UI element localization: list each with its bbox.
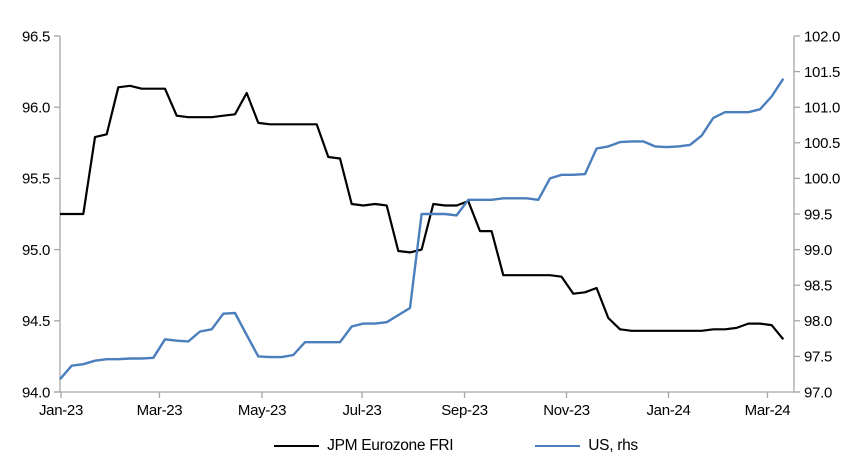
left-axis-tick-label: 96.0 xyxy=(22,99,50,116)
right-axis-tick-label: 98.0 xyxy=(804,313,832,330)
x-axis-tick-label: May-23 xyxy=(238,402,286,419)
right-axis-tick-label: 100.5 xyxy=(804,135,840,152)
left-axis-tick-label: 94.5 xyxy=(22,313,50,330)
right-axis-tick-label: 99.0 xyxy=(804,242,832,259)
legend-line-swatch-blue xyxy=(535,445,581,447)
left-axis-tick-label: 95.0 xyxy=(22,242,50,259)
x-axis-tick-label: Jan-23 xyxy=(39,402,83,419)
series-line-us-rhs xyxy=(59,78,785,380)
right-axis-tick-label: 101.0 xyxy=(804,99,840,116)
chart-legend: JPM Eurozone FRI US, rhs xyxy=(30,437,852,455)
left-axis-tick-label: 96.5 xyxy=(22,28,50,45)
right-axis-tick-label: 99.5 xyxy=(804,206,832,223)
left-axis-tick-label: 94.0 xyxy=(22,384,50,401)
right-axis-tick-label: 102.0 xyxy=(804,28,840,45)
series-line-jpm-eurozone-fri xyxy=(60,84,785,340)
legend-line-swatch-black xyxy=(274,445,320,447)
left-axis-tick-label: 95.5 xyxy=(22,171,50,188)
legend-entry-us: US, rhs xyxy=(535,437,638,455)
right-axis-tick-label: 100.0 xyxy=(804,171,840,188)
x-axis-tick-label: Nov-23 xyxy=(543,402,590,419)
x-axis-tick-label: Mar-23 xyxy=(137,402,183,419)
right-axis-tick-label: 97.5 xyxy=(804,349,832,366)
x-axis-tick-label: Jul-23 xyxy=(342,402,381,419)
x-axis-tick-label: Mar-24 xyxy=(745,402,791,419)
legend-label-us: US, rhs xyxy=(588,437,638,454)
right-axis-tick-label: 97.0 xyxy=(804,384,832,401)
x-axis-tick-label: Sep-23 xyxy=(441,402,488,419)
right-axis-tick-label: 98.5 xyxy=(804,277,832,294)
legend-label-jpm-eurozone: JPM Eurozone FRI xyxy=(327,437,454,454)
right-axis-tick-label: 101.5 xyxy=(804,64,840,81)
legend-entry-jpm-eurozone: JPM Eurozone FRI xyxy=(274,437,454,455)
x-axis-tick-label: Jan-24 xyxy=(646,402,690,419)
